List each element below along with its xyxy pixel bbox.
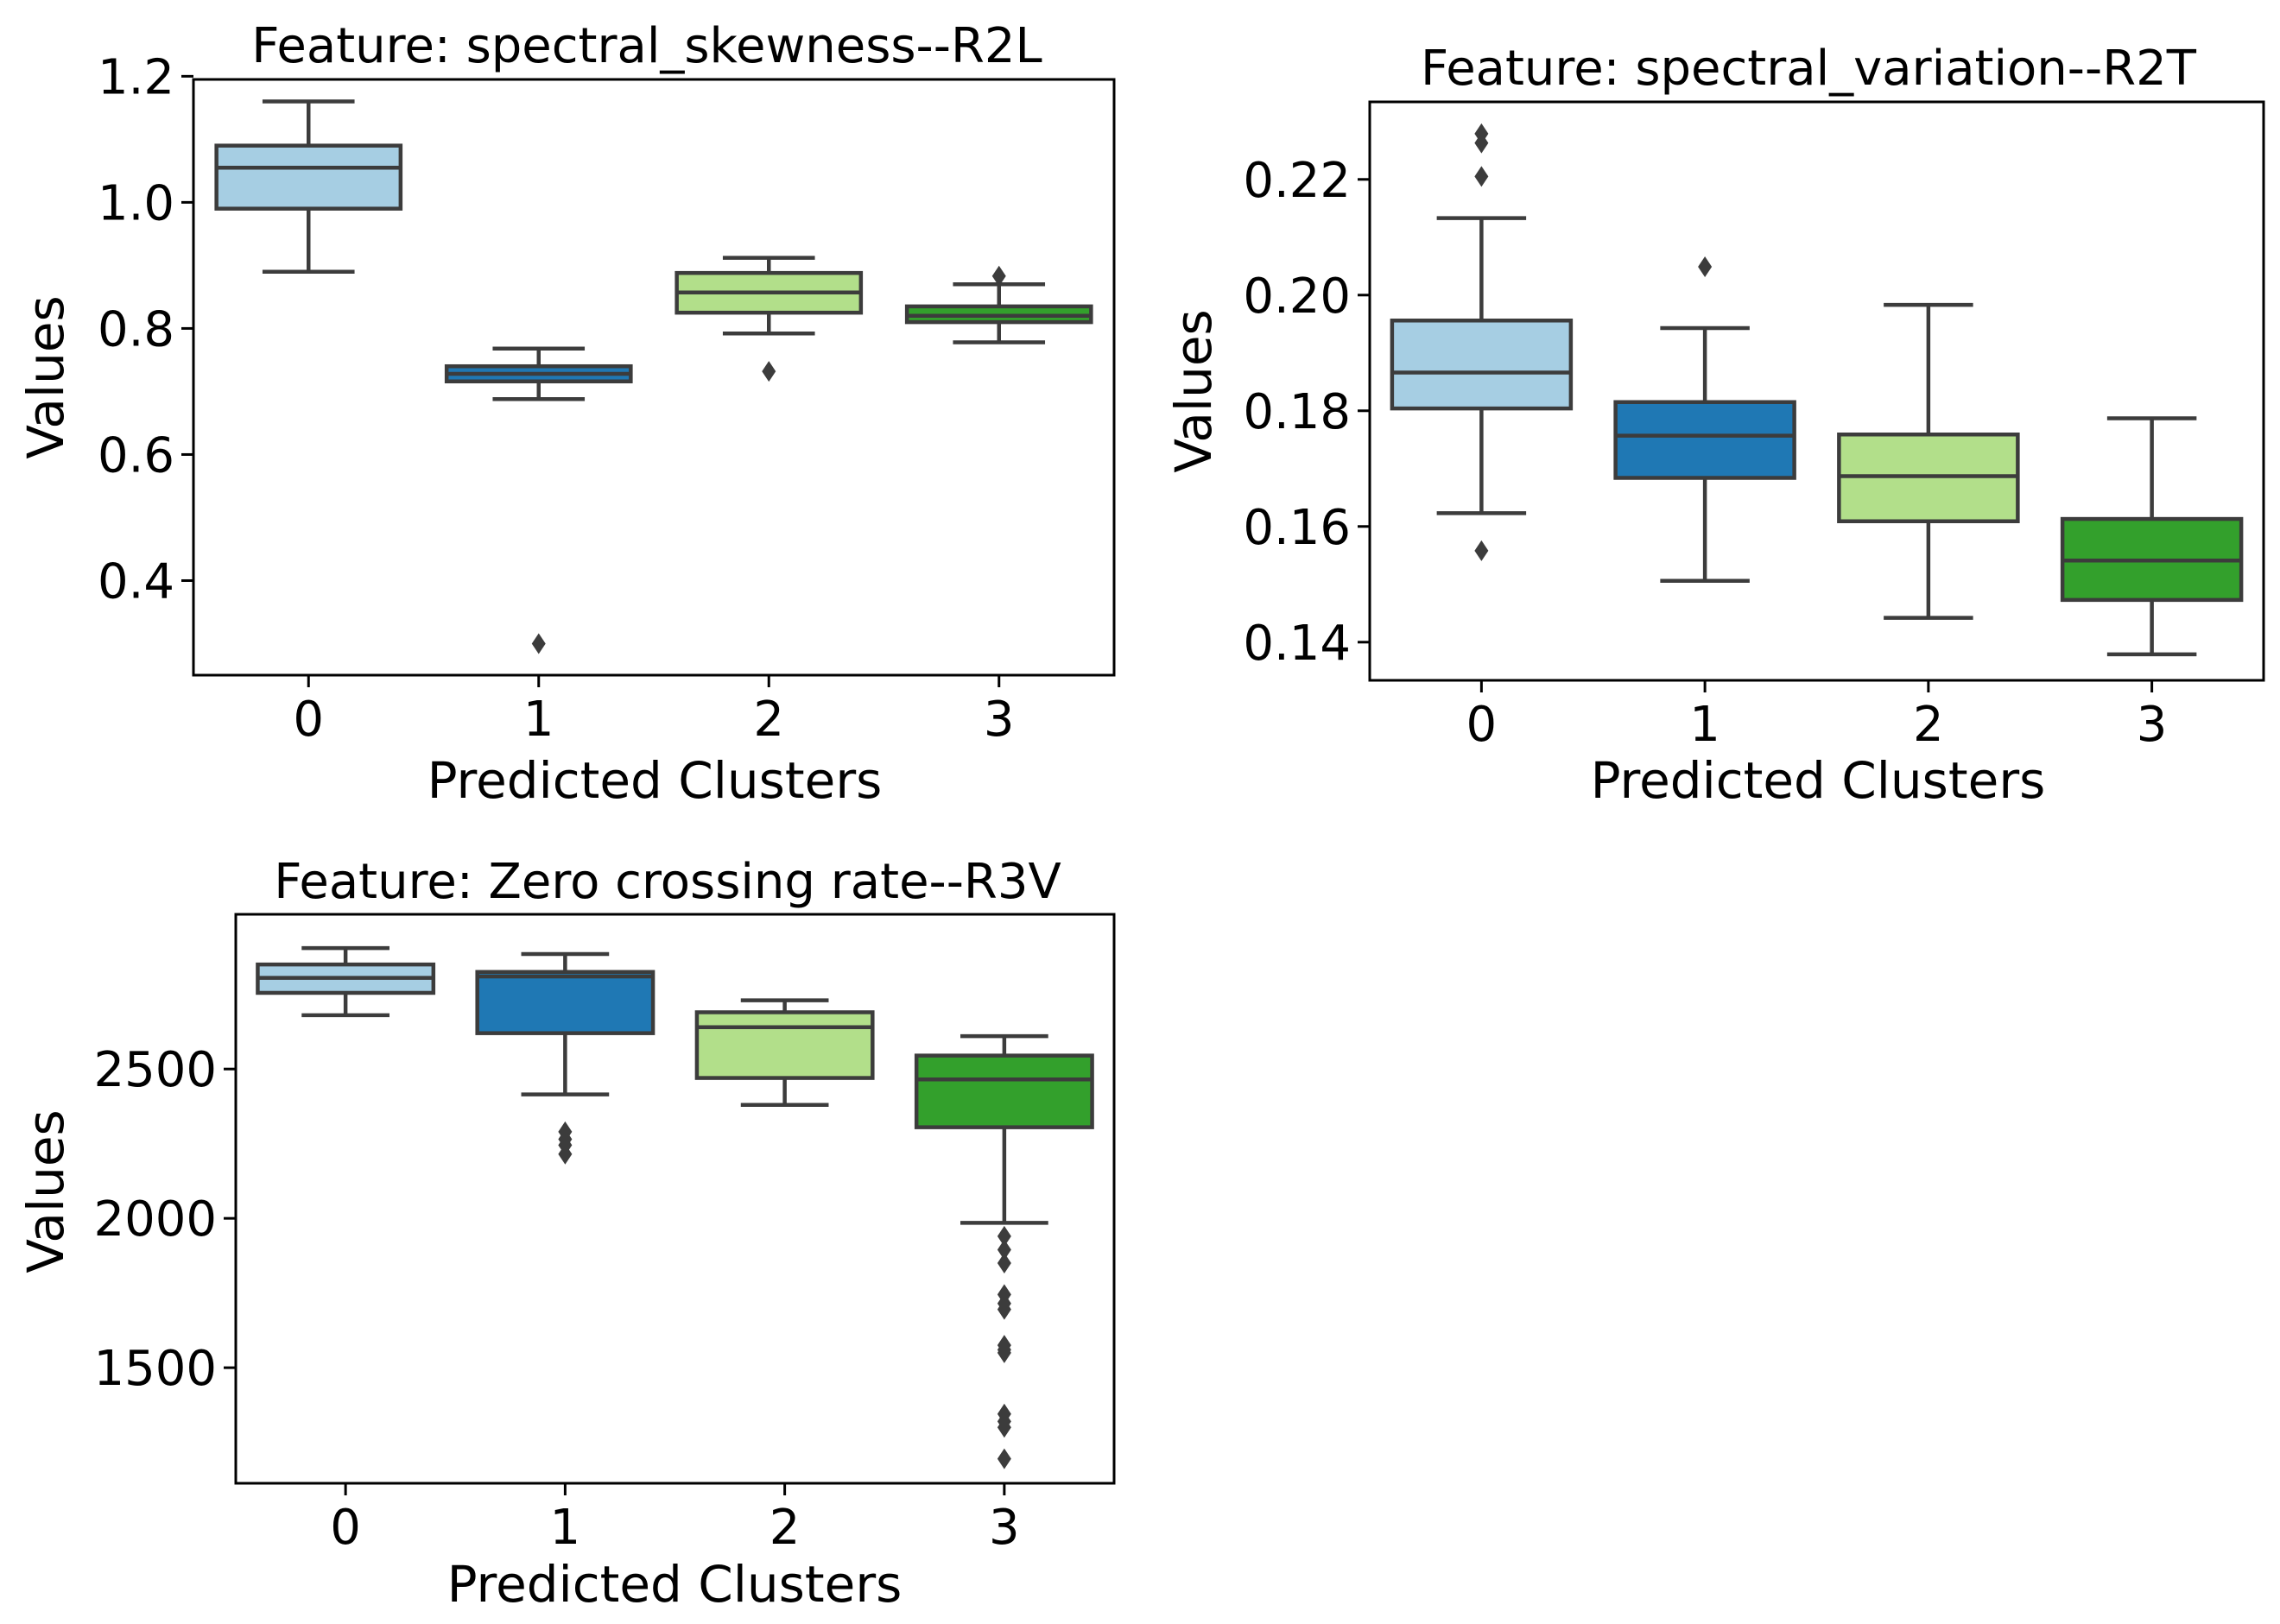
x-tick-label: 2 bbox=[753, 692, 784, 748]
chart-title: Feature: spectral_variation--R2T bbox=[1421, 41, 2197, 97]
y-tick-label: 1.2 bbox=[98, 49, 174, 105]
box-cluster-3 bbox=[2060, 416, 2244, 657]
box-iqr bbox=[1613, 400, 1796, 480]
panel-zero-crossing-rate: Feature: Zero crossing rate--R3V 1500 200… bbox=[16, 854, 1116, 1614]
y-tick-label: 0.20 bbox=[1243, 269, 1351, 325]
plot-frame bbox=[1368, 100, 2265, 682]
box-cluster-2 bbox=[674, 256, 864, 382]
outlier-point bbox=[997, 1253, 1011, 1274]
box-cluster-2 bbox=[1837, 302, 2020, 620]
outlier-point bbox=[1474, 166, 1489, 187]
outlier-point bbox=[531, 633, 546, 654]
chart-title: Feature: spectral_skewness--R2L bbox=[251, 18, 1042, 74]
x-axis-label: Predicted Clusters bbox=[447, 1555, 902, 1614]
outlier-point bbox=[762, 361, 776, 382]
outlier-point bbox=[997, 1342, 1011, 1363]
y-tick-label: 2500 bbox=[93, 1042, 217, 1098]
plot-area: 1500 2000 2500 0 1 2 3 bbox=[93, 913, 1116, 1556]
box-cluster-1 bbox=[1613, 256, 1796, 584]
x-tick-label: 0 bbox=[330, 1500, 361, 1556]
box-cluster-0 bbox=[256, 945, 436, 1018]
y-axis-label: Values bbox=[16, 1109, 75, 1273]
box-iqr bbox=[914, 1053, 1094, 1129]
y-tick-label: 0.22 bbox=[1243, 153, 1351, 209]
x-tick-label: 2 bbox=[1913, 697, 1944, 753]
x-tick-label: 3 bbox=[2137, 697, 2168, 753]
y-axis-label: Values bbox=[1164, 309, 1223, 473]
x-tick-label: 0 bbox=[293, 692, 324, 748]
y-axis-label: Values bbox=[16, 295, 75, 459]
outlier-point bbox=[997, 1225, 1011, 1247]
plot-area: 0.4 0.6 0.8 1.0 1.2 0 1 2 3 bbox=[98, 49, 1116, 748]
x-tick-label: 1 bbox=[550, 1500, 581, 1556]
y-tick-label: 2000 bbox=[93, 1191, 217, 1248]
box-iqr bbox=[1390, 319, 1574, 411]
x-tick-label: 3 bbox=[984, 692, 1015, 748]
panel-spectral-variation: Feature: spectral_variation--R2T 0.140.1… bbox=[1164, 41, 2265, 810]
outlier-point bbox=[991, 265, 1006, 287]
outlier-point bbox=[1474, 123, 1489, 144]
box-cluster-1 bbox=[475, 951, 656, 1165]
outlier-point bbox=[558, 1143, 573, 1165]
panel-spectral-skewness: Feature: spectral_skewness--R2L 0.40.60.… bbox=[16, 18, 1116, 810]
outlier-point bbox=[997, 1417, 1011, 1438]
box-iqr bbox=[214, 143, 403, 211]
x-tick-label: 2 bbox=[770, 1500, 801, 1556]
plot-frame bbox=[234, 913, 1116, 1485]
box-cluster-0 bbox=[214, 99, 403, 274]
outlier-point bbox=[1474, 540, 1489, 561]
box-cluster-1 bbox=[444, 346, 633, 654]
y-tick-label: 0.16 bbox=[1243, 500, 1351, 556]
y-tick-label: 1500 bbox=[93, 1341, 217, 1397]
y-tick-label: 1.0 bbox=[98, 175, 174, 231]
plot-frame bbox=[192, 78, 1116, 677]
box-cluster-2 bbox=[694, 998, 875, 1107]
chart-title: Feature: Zero crossing rate--R3V bbox=[274, 854, 1061, 910]
outlier-point bbox=[997, 1448, 1011, 1469]
x-tick-label: 0 bbox=[1466, 697, 1498, 753]
y-tick-label: 0.14 bbox=[1243, 616, 1351, 672]
box-cluster-0 bbox=[1390, 123, 1574, 561]
y-tick-label: 0.18 bbox=[1243, 384, 1351, 440]
x-axis-label: Predicted Clusters bbox=[428, 751, 883, 810]
y-tick-label: 0.4 bbox=[98, 553, 174, 610]
outlier-point bbox=[997, 1299, 1011, 1320]
x-axis-label: Predicted Clusters bbox=[1591, 751, 2046, 810]
box-iqr bbox=[694, 1010, 875, 1080]
box-cluster-3 bbox=[904, 265, 1093, 344]
box-iqr bbox=[475, 970, 656, 1035]
plot-area: 0.14 0.16 0.18 0.20 0.22 0 1 2 3 bbox=[1243, 100, 2265, 753]
outlier-point bbox=[1698, 256, 1713, 277]
y-tick-label: 0.6 bbox=[98, 427, 174, 483]
x-tick-label: 1 bbox=[1689, 697, 1720, 753]
x-tick-label: 1 bbox=[523, 692, 554, 748]
y-tick-label: 0.8 bbox=[98, 301, 174, 357]
x-tick-label: 3 bbox=[989, 1500, 1020, 1556]
outlier-point bbox=[997, 1239, 1011, 1261]
box-cluster-3 bbox=[914, 1033, 1094, 1469]
